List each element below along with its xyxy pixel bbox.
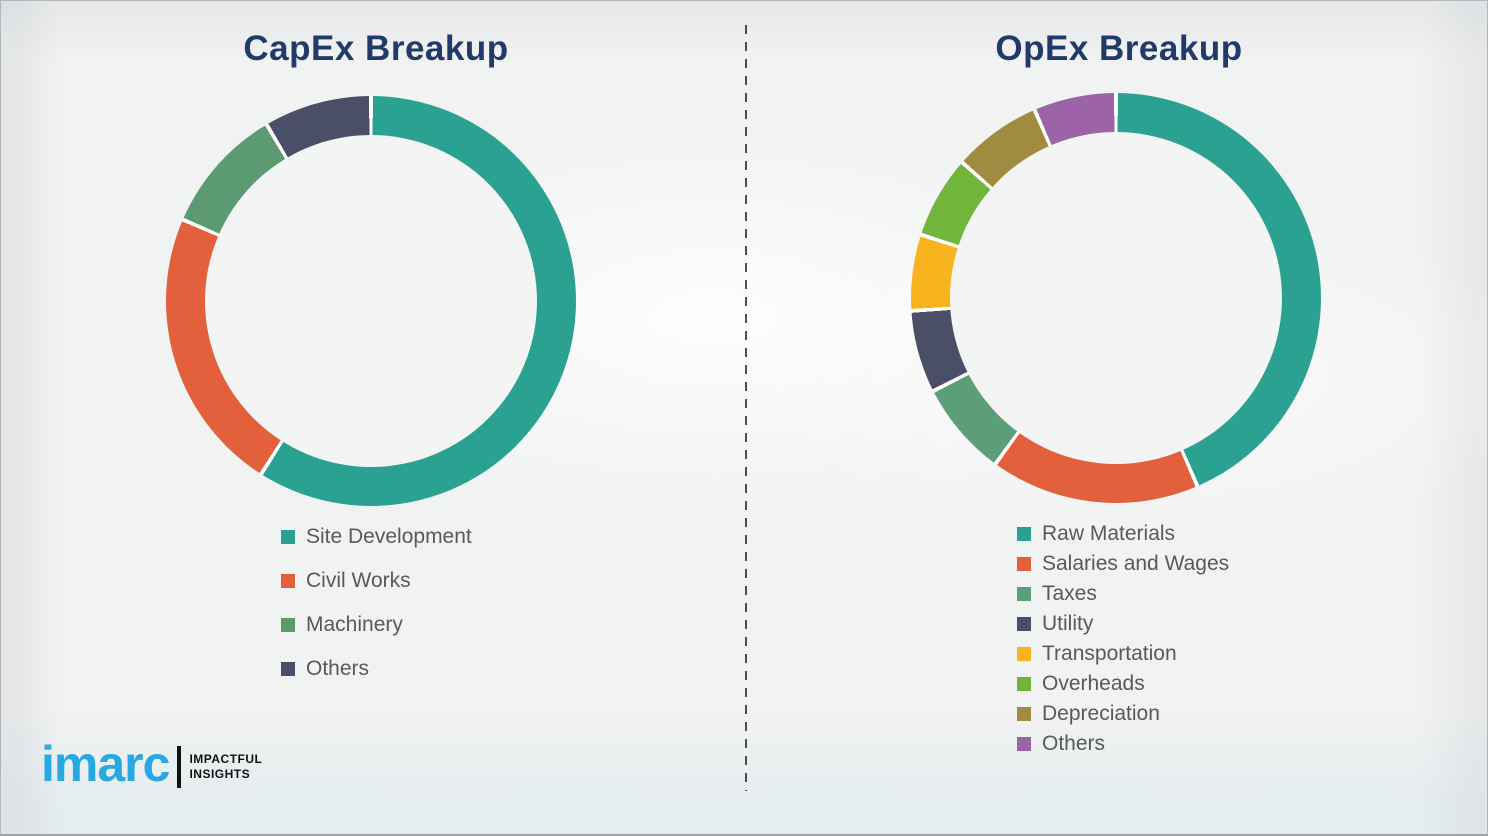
legend-item: Machinery	[281, 603, 472, 647]
legend-label: Others	[1042, 732, 1106, 755]
dashed-divider-line	[745, 25, 747, 791]
legend-item: Raw Materials	[1017, 519, 1229, 549]
legend-swatch	[1017, 737, 1031, 751]
capex-chart-title: CapEx Breakup	[243, 29, 509, 68]
imarc-logo-tagline: IMPACTFUL INSIGHTS	[189, 752, 262, 782]
legend-item: Others	[1017, 729, 1229, 759]
legend-label: Raw Materials	[1042, 522, 1176, 545]
imarc-tagline-line2: INSIGHTS	[189, 767, 251, 781]
legend-label: Others	[306, 657, 370, 680]
imarc-logo-wordmark: imarc	[41, 736, 170, 792]
legend-swatch	[281, 618, 295, 632]
legend-label: Taxes	[1042, 582, 1097, 605]
legend-item: Transportation	[1017, 639, 1229, 669]
imarc-logo-divider-bar	[177, 746, 182, 788]
legend-swatch	[1017, 527, 1031, 541]
legend-label: Depreciation	[1042, 702, 1160, 725]
legend-item: Site Development	[281, 515, 472, 559]
legend-label: Machinery	[306, 613, 403, 636]
opex-chart-title: OpEx Breakup	[995, 29, 1243, 68]
legend-label: Site Development	[306, 525, 472, 548]
legend-label: Salaries and Wages	[1042, 552, 1230, 575]
legend-swatch	[1017, 557, 1031, 571]
capex-donut-hole	[205, 135, 537, 467]
legend-label: Transportation	[1042, 642, 1177, 665]
legend-item: Depreciation	[1017, 699, 1229, 729]
legend-swatch	[1017, 677, 1031, 691]
legend-item: Overheads	[1017, 669, 1229, 699]
legend-swatch	[1017, 617, 1031, 631]
legend-label: Civil Works	[306, 569, 411, 592]
imarc-logo: imarc IMPACTFUL INSIGHTS	[41, 739, 262, 789]
legend-item: Utility	[1017, 609, 1229, 639]
opex-donut-chart	[911, 93, 1321, 503]
legend-label: Overheads	[1042, 672, 1145, 695]
legend-item: Salaries and Wages	[1017, 549, 1229, 579]
legend-swatch	[281, 662, 295, 676]
opex-donut-hole	[950, 132, 1282, 464]
legend-item: Taxes	[1017, 579, 1229, 609]
opex-legend: Raw Materials Salaries and Wages Taxes Util…	[1017, 519, 1229, 759]
imarc-tagline-line1: IMPACTFUL	[189, 752, 263, 766]
capex-legend: Site Development Civil Works Machinery Othe…	[281, 515, 472, 691]
legend-label: Utility	[1042, 612, 1094, 635]
legend-swatch	[281, 574, 295, 588]
legend-swatch	[1017, 707, 1031, 721]
legend-swatch	[1017, 587, 1031, 601]
legend-swatch	[281, 530, 295, 544]
legend-item: Others	[281, 647, 472, 691]
legend-item: Civil Works	[281, 559, 472, 603]
legend-swatch	[1017, 647, 1031, 661]
capex-donut-chart	[166, 96, 576, 506]
